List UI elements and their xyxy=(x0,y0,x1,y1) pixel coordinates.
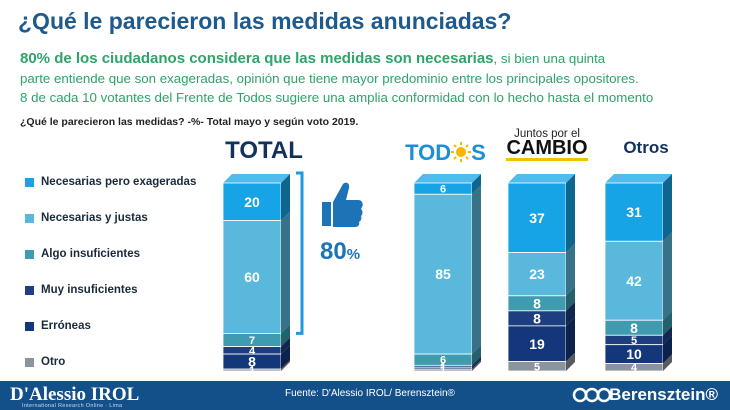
data-label: 5 xyxy=(534,361,540,373)
legend-label: Otro xyxy=(41,356,66,368)
berensztein-logo-icon xyxy=(572,387,612,403)
legend-swatch xyxy=(25,178,34,187)
data-label: 20 xyxy=(244,194,260,210)
subtitle-line-1-rest: , si bien una quinta xyxy=(493,51,606,66)
data-label: 8 xyxy=(630,320,638,336)
footer: D'Alessio IROL International Research On… xyxy=(0,381,730,410)
group-title-todos: TOD S xyxy=(398,140,493,166)
data-label: 37 xyxy=(529,210,545,226)
data-label: 31 xyxy=(626,204,642,220)
bar-segment-side xyxy=(663,174,672,242)
highlight-unit: % xyxy=(346,246,361,263)
data-label: 1 xyxy=(440,365,446,377)
bar-segment-side xyxy=(281,337,290,355)
bar-segment xyxy=(604,182,664,242)
data-label: 85 xyxy=(435,266,451,282)
legend-label: Muy insuficientes xyxy=(41,284,138,296)
bar-segment-side xyxy=(472,345,481,366)
bar-top-cap xyxy=(605,174,672,183)
group-title-otros: Otros xyxy=(623,138,669,157)
subtitle-highlight: 80% de los ciudadanos considera que las … xyxy=(20,50,494,67)
data-label: 7 xyxy=(249,335,255,347)
juntos-label-line-1: Juntos por el xyxy=(514,128,580,140)
bar-segment-side xyxy=(566,174,575,253)
bar-segment-side xyxy=(566,316,575,362)
data-label: 19 xyxy=(529,336,545,352)
chart-question: ¿Qué le parecieron las medidas? -%- Tota… xyxy=(20,116,359,128)
group-title-total: TOTAL xyxy=(225,137,303,164)
legend-swatch xyxy=(25,358,34,367)
bar-segment-side xyxy=(663,335,672,364)
todos-label-right: S xyxy=(471,140,486,165)
bar-segment-side xyxy=(472,174,481,195)
legend-label: Algo insuficientes xyxy=(41,248,141,260)
bar-segment xyxy=(413,193,473,355)
legend-label: Erróneas xyxy=(41,320,91,332)
highlight-value: 80 xyxy=(320,238,347,265)
bar-segment-side xyxy=(663,311,672,336)
legend-swatch xyxy=(25,322,34,331)
subtitle-line-2: parte entiende que son exageradas, opini… xyxy=(20,71,639,86)
bar-segment-side xyxy=(566,301,575,326)
bar-segment-side xyxy=(472,360,481,371)
bar-top-cap xyxy=(414,174,481,183)
bar-segment xyxy=(507,325,567,363)
bar-top-cap xyxy=(508,174,575,183)
legend-swatch xyxy=(25,250,34,259)
footer-source: Fuente: D'Alessio IROL/ Berensztein® xyxy=(285,388,455,399)
data-label: 4 xyxy=(249,345,256,357)
subtitle-line-1: 80% de los ciudadanos considera que las … xyxy=(20,50,605,67)
bar-segment-side xyxy=(566,352,575,371)
footer-brand-sub: International Research Online · Lima xyxy=(22,403,123,409)
bar-segment xyxy=(222,182,282,221)
subtitle-line-3: 8 de cada 10 votantes del Frente de Todo… xyxy=(20,90,654,105)
data-label: 10 xyxy=(626,346,642,362)
bar-segment-side xyxy=(281,174,290,221)
data-label: 5 xyxy=(631,335,637,347)
legend-swatch xyxy=(25,214,34,223)
bar-segment-side xyxy=(281,324,290,347)
bar-segment xyxy=(222,220,282,334)
data-label: 6 xyxy=(440,184,446,196)
thumbs-up-icon xyxy=(322,182,363,227)
bar-segment-side xyxy=(281,345,290,370)
data-label: 1 xyxy=(249,365,255,377)
bar-segment-side xyxy=(663,354,672,371)
group-title-juntos: Juntos por el CAMBIO xyxy=(502,128,592,161)
data-label: 6 xyxy=(440,355,446,367)
bar-top-cap xyxy=(223,174,290,183)
bar-segment-side xyxy=(566,243,575,296)
bar-segment-side xyxy=(472,356,481,368)
bar-segment xyxy=(604,240,664,321)
data-label: 8 xyxy=(533,295,541,311)
footer-brand: D'Alessio IROL xyxy=(10,384,140,405)
bar-segment-side xyxy=(281,360,290,371)
sun-icon xyxy=(451,142,472,162)
data-label: 4 xyxy=(631,362,638,374)
data-label: 60 xyxy=(244,269,260,285)
bar-segment-side xyxy=(472,358,481,370)
data-label: 8 xyxy=(533,310,541,326)
highlight-percentage: 80% xyxy=(320,238,360,266)
highlight-bracket xyxy=(296,171,304,335)
bar-segment-side xyxy=(663,232,672,321)
bar-segment-side xyxy=(281,211,290,334)
data-label: 8 xyxy=(248,354,256,370)
bar-segment-side xyxy=(472,185,481,355)
bar-segment-side xyxy=(566,286,575,311)
data-label: 42 xyxy=(626,273,642,289)
legend-swatch xyxy=(25,286,34,295)
footer-right-brand: Berensztein® xyxy=(609,385,718,404)
todos-label-left: TOD xyxy=(405,140,452,165)
page-title: ¿Qué le parecieron las medidas anunciada… xyxy=(18,8,512,34)
legend-label: Necesarias y justas xyxy=(41,212,148,224)
juntos-label-line-2: CAMBIO xyxy=(506,137,588,161)
bar-segment xyxy=(507,252,567,297)
data-label: 23 xyxy=(529,266,545,282)
bar-segment-side xyxy=(663,326,672,345)
legend-label: Necesarias pero exageradas xyxy=(41,176,197,188)
